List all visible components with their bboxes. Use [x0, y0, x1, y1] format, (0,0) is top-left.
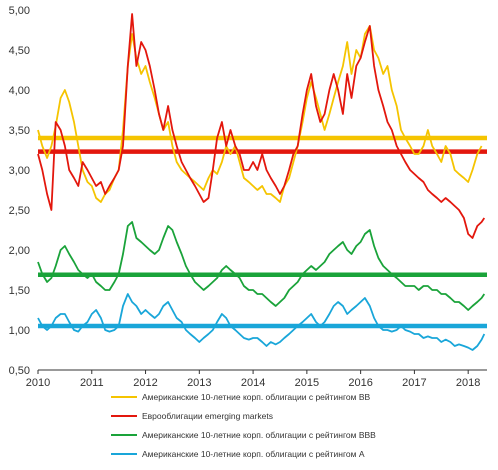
y-tick-label: 4,00 — [9, 85, 30, 97]
x-tick-label: 2013 — [187, 377, 211, 389]
series-line — [37, 25, 483, 203]
y-tick-label: 2,50 — [9, 205, 30, 217]
legend-label: Американские 10-летние корп. облигации с… — [142, 392, 371, 402]
legend-label: Еврооблигации emerging markets — [142, 411, 273, 421]
y-tick-label: 4,50 — [9, 45, 30, 57]
y-tick-label: 1,00 — [9, 325, 30, 337]
y-tick-label: 1,50 — [9, 285, 30, 297]
mean-lines — [38, 135, 487, 329]
x-tick-label: 2012 — [133, 377, 157, 389]
x-tick-label: 2017 — [402, 377, 426, 389]
y-tick-label: 3,50 — [9, 125, 30, 137]
legend: Американские 10-летние корп. облигации с… — [111, 392, 376, 459]
legend-label: Американские 10-летние корп. облигации с… — [142, 430, 376, 440]
y-tick-label: 2,00 — [9, 245, 30, 257]
x-tick-label: 2018 — [456, 377, 480, 389]
series-line — [37, 221, 486, 311]
y-tick-label: 0,50 — [9, 365, 30, 377]
x-axis-ticks: 2010 2011 2012 2013 2014 2015 2016 2017 2018 — [26, 370, 480, 389]
y-tick-label: 3,00 — [9, 165, 30, 177]
x-tick-label: 2010 — [26, 377, 50, 389]
series-line — [37, 293, 486, 351]
legend-label: Американские 10-летние корп. облигации с… — [142, 449, 365, 459]
y-axis-ticks: 0,50 1,00 1,50 2,00 2,50 3,00 3,50 4,00 4,50 5,00 — [9, 5, 30, 377]
x-tick-label: 2016 — [348, 377, 372, 389]
y-tick-label: 5,00 — [9, 5, 30, 17]
x-tick-label: 2014 — [241, 377, 265, 389]
series-lines — [37, 13, 486, 351]
x-tick-label: 2015 — [295, 377, 319, 389]
x-tick-label: 2011 — [80, 377, 104, 389]
series-line — [37, 13, 486, 239]
